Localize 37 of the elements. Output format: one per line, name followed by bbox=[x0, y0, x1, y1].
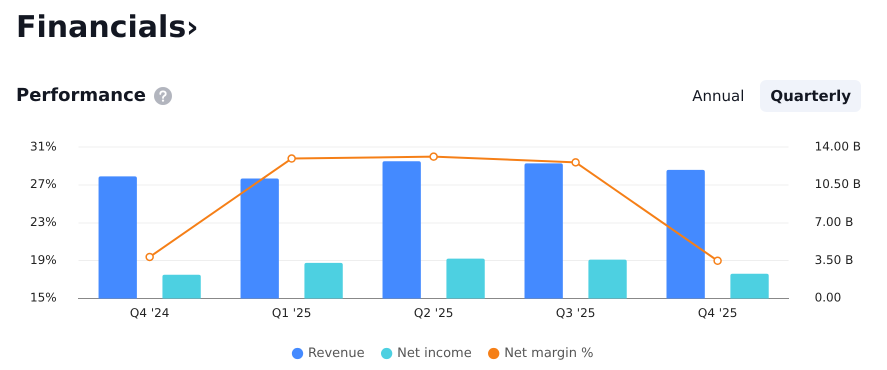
chart-title: Financials› bbox=[16, 10, 199, 45]
chart-subtitle: Performance bbox=[16, 85, 146, 106]
y-tick-label: 27% bbox=[30, 177, 57, 192]
bar bbox=[98, 176, 137, 299]
x-tick-label: Q1 '25 bbox=[272, 306, 312, 320]
x-tick-label: Q2 '25 bbox=[414, 306, 454, 320]
legend-label: Revenue bbox=[308, 346, 365, 361]
x-tick-label: Q3 '25 bbox=[556, 306, 596, 320]
bar bbox=[382, 161, 421, 299]
y-tick-label: 15% bbox=[30, 290, 57, 305]
y2-tick-label: 14.00 B bbox=[814, 139, 862, 154]
point bbox=[287, 154, 296, 163]
x-tick-label: Q4 '24 bbox=[130, 306, 170, 320]
bar bbox=[588, 260, 627, 299]
point bbox=[713, 256, 722, 265]
y2-tick-label: 10.50 B bbox=[814, 177, 862, 192]
bar bbox=[304, 262, 343, 299]
x-tick-label: Q4 '25 bbox=[698, 306, 738, 320]
bar bbox=[162, 274, 201, 299]
point bbox=[571, 158, 580, 167]
bar bbox=[730, 274, 769, 299]
bar bbox=[240, 178, 279, 299]
legend-label: Net income bbox=[397, 346, 472, 361]
y2-tick-label: 7.00 B bbox=[814, 215, 854, 230]
bar bbox=[446, 258, 485, 299]
y-tick-label: 23% bbox=[30, 215, 57, 230]
text: Quarterly bbox=[760, 80, 861, 112]
legend-label: Net margin % bbox=[504, 346, 594, 361]
bar bbox=[666, 170, 705, 299]
y-tick-label: 31% bbox=[30, 139, 57, 154]
y2-tick-label: 0.00 bbox=[814, 290, 842, 305]
bar bbox=[524, 163, 563, 299]
point bbox=[429, 152, 438, 161]
text: Annual bbox=[691, 86, 746, 107]
y2-tick-label: 3.50 B bbox=[814, 252, 854, 267]
point bbox=[145, 252, 154, 262]
y-tick-label: 19% bbox=[30, 252, 57, 267]
